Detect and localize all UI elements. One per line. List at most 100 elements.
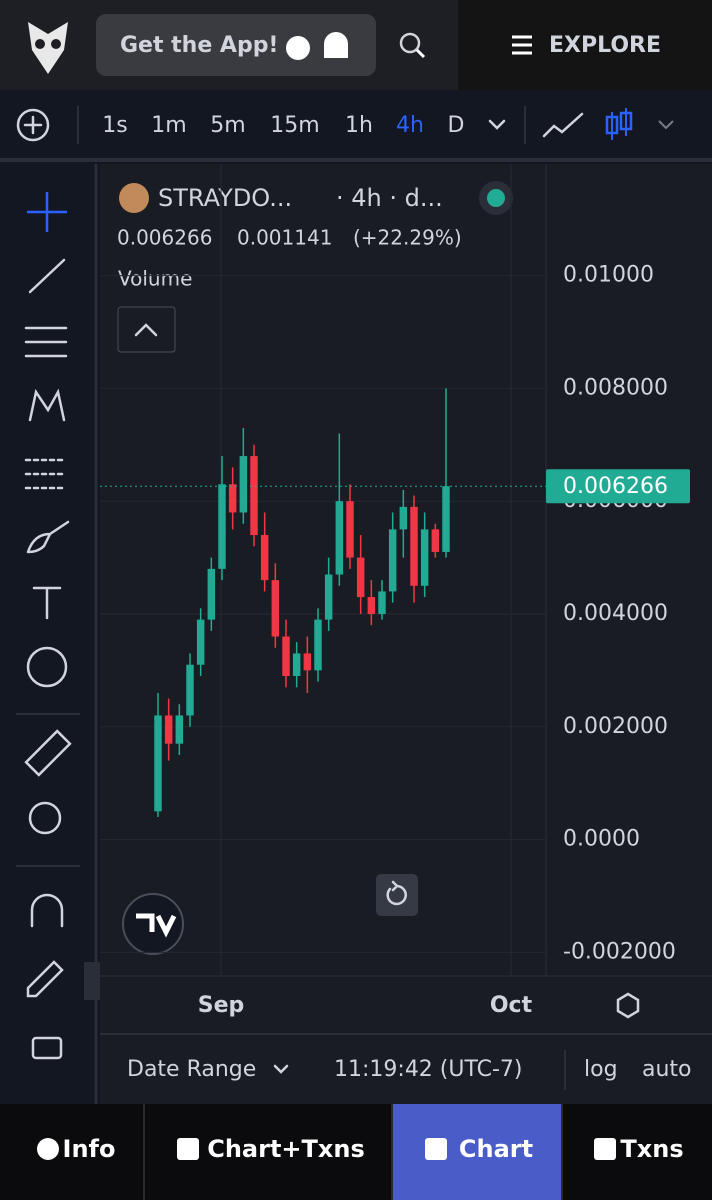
token-avatar (119, 183, 149, 213)
tab-icon (37, 1138, 59, 1160)
volume-label: Volume (118, 267, 192, 291)
candle-body (207, 568, 216, 620)
collapse-icon (134, 323, 158, 337)
crosshair-tool[interactable] (27, 192, 67, 232)
time-axis (100, 976, 712, 1034)
auto-toggle[interactable]: auto (642, 1057, 692, 1082)
magnet-tool[interactable] (30, 893, 64, 928)
y-tick-label: 0.0000 (563, 827, 640, 852)
active-tab (392, 1104, 562, 1200)
tab-icon (425, 1138, 447, 1160)
collapse-button[interactable] (117, 306, 176, 353)
lock-tool[interactable] (31, 1036, 63, 1060)
candle-icon (605, 115, 619, 135)
candle-body (314, 619, 322, 671)
candle-body (154, 715, 162, 812)
chevron[interactable] (658, 120, 674, 130)
interval[interactable]: 1m (151, 113, 186, 138)
search-icon (415, 48, 426, 59)
symbol: STRAYDO... (158, 184, 292, 212)
candle-body (346, 501, 354, 558)
last-price: 0.006266 (117, 226, 212, 250)
add-icon (23, 115, 43, 135)
x-tick-label: Oct (490, 993, 533, 1018)
tab-label[interactable]: Info (63, 1135, 116, 1163)
tab-label[interactable]: Txns (620, 1135, 683, 1163)
brush-tool[interactable] (26, 520, 70, 554)
chevron (273, 1064, 289, 1074)
settings-icon[interactable] (616, 992, 640, 1019)
interval[interactable]: 1s (102, 113, 127, 138)
candle-body (228, 484, 237, 513)
tab-icon (594, 1138, 616, 1160)
last-price-label: 0.006266 (563, 474, 668, 499)
price-change: 0.001141 (237, 226, 332, 250)
candle-body (282, 636, 290, 677)
text-tool[interactable] (32, 586, 62, 620)
interval[interactable]: 15m (270, 113, 319, 138)
reset-icon (386, 880, 407, 906)
interval[interactable]: 5m (210, 113, 245, 138)
last-price-badge (546, 469, 690, 504)
symbol-meta: · 4h · d... (336, 184, 443, 212)
get-app-label: Get the App! (120, 33, 278, 58)
candle-body (250, 456, 258, 536)
add-icon[interactable] (16, 108, 50, 142)
tv-logo-mark (136, 913, 177, 938)
candle-body (292, 653, 301, 677)
toolbar (0, 90, 712, 160)
logo-eye (51, 39, 61, 49)
lock-draw-tool[interactable] (26, 960, 64, 998)
candle-body (186, 664, 194, 716)
interval[interactable]: 4h (396, 113, 424, 138)
emoji-tool[interactable] (26, 646, 68, 688)
candle-body (239, 456, 248, 513)
candle-body (175, 715, 184, 744)
log-toggle[interactable]: log (584, 1057, 618, 1082)
search-icon[interactable] (399, 32, 421, 54)
android-icon (324, 32, 348, 58)
status-dot (487, 189, 505, 207)
tab-label[interactable]: Chart+Txns (207, 1135, 365, 1163)
zoom-tool[interactable] (28, 801, 62, 835)
reset-button[interactable] (376, 874, 418, 916)
date-range[interactable]: Date Range (127, 1057, 256, 1082)
explore-panel[interactable] (458, 0, 712, 90)
get-app-button[interactable] (96, 14, 376, 76)
line-chart-icon[interactable] (542, 112, 584, 138)
interval[interactable]: 1h (345, 113, 373, 138)
projection-tool[interactable] (24, 458, 68, 490)
candle-icon (619, 111, 633, 131)
candle-body (388, 529, 397, 592)
candle-body (303, 653, 312, 671)
chevron[interactable] (488, 119, 506, 130)
panel-handle[interactable] (84, 962, 100, 1000)
candle-body (442, 486, 450, 552)
candle-body (378, 591, 386, 614)
fib-tool[interactable] (24, 326, 68, 358)
chart-pane (100, 164, 712, 976)
candle-body (164, 715, 173, 744)
y-tick-label: -0.002000 (563, 939, 676, 964)
y-tick-label: 0.008000 (563, 375, 668, 400)
trend-line-tool[interactable] (28, 258, 66, 294)
y-tick-label: 0.004000 (563, 601, 668, 626)
interval[interactable]: D (448, 113, 465, 138)
price-change-pct: (+22.29%) (353, 226, 462, 250)
tab-label[interactable]: Chart (459, 1135, 533, 1163)
tab-bar (0, 1104, 712, 1200)
explore-label: EXPLORE (549, 33, 661, 58)
tab-icon (177, 1138, 199, 1160)
menu-icon (512, 35, 532, 55)
logo-eye (35, 39, 45, 49)
apple-icon (286, 36, 310, 60)
logo[interactable] (28, 22, 68, 74)
pattern-tool[interactable] (28, 388, 66, 422)
ruler-tool[interactable] (24, 729, 72, 777)
clock: 11:19:42 (UTC-7) (334, 1057, 523, 1082)
candle-body (324, 574, 333, 620)
x-tick-label: Sep (198, 993, 245, 1018)
candle-body (410, 506, 418, 586)
